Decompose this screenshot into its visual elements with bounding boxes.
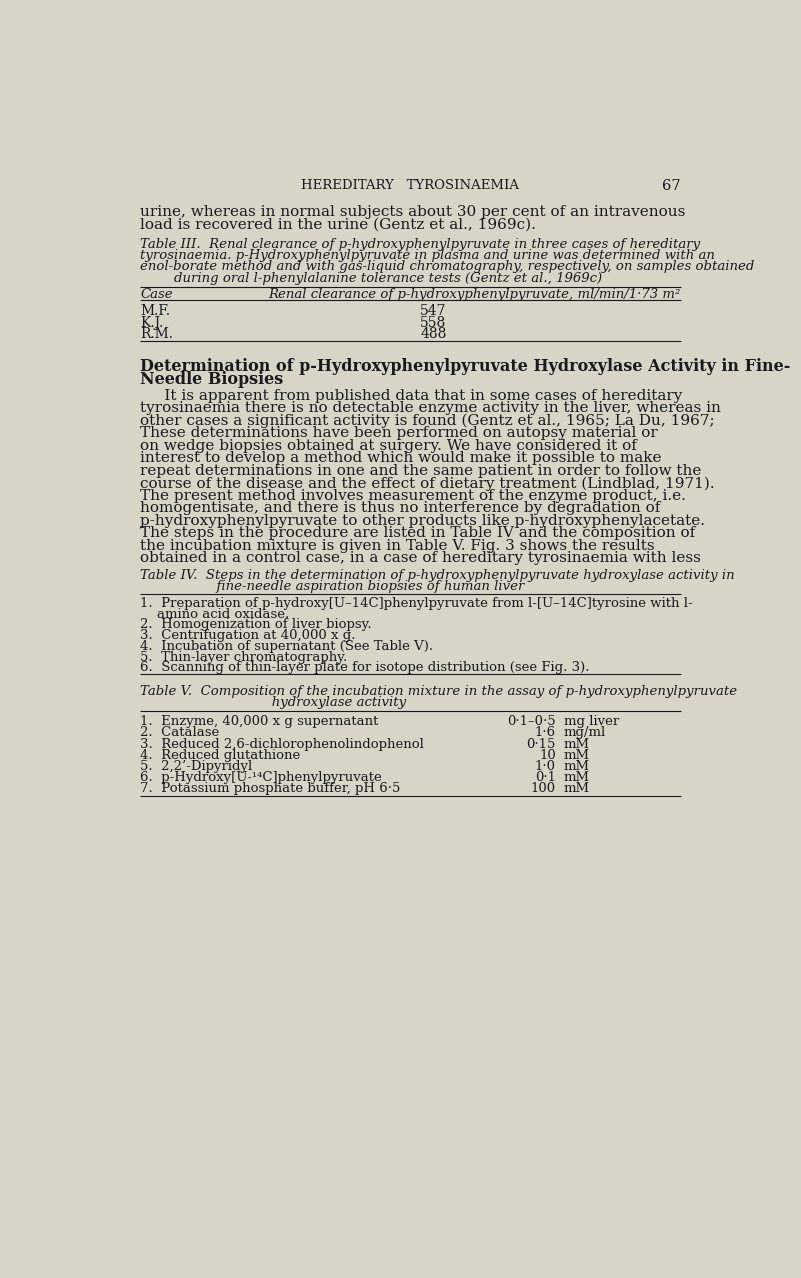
Text: 3.  Reduced 2,6-dichlorophenolindophenol: 3. Reduced 2,6-dichlorophenolindophenol	[140, 737, 425, 750]
Text: 6.  p-Hydroxy[U-¹⁴C]phenylpyruvate: 6. p-Hydroxy[U-¹⁴C]phenylpyruvate	[140, 771, 382, 785]
Text: 10: 10	[539, 749, 556, 762]
Text: amino acid oxidase.: amino acid oxidase.	[140, 607, 290, 621]
Text: mM: mM	[564, 771, 590, 785]
Text: urine, whereas in normal subjects about 30 per cent of an intravenous: urine, whereas in normal subjects about …	[140, 204, 686, 219]
Text: fine-needle aspiration biopsies of human liver: fine-needle aspiration biopsies of human…	[140, 580, 525, 593]
Text: 4.  Reduced glutathione: 4. Reduced glutathione	[140, 749, 300, 762]
Text: load is recovered in the urine (Gentz et al., 1969c).: load is recovered in the urine (Gentz et…	[140, 219, 537, 233]
Text: It is apparent from published data that in some cases of hereditary: It is apparent from published data that …	[140, 389, 682, 403]
Text: tyrosinaemia. p-Hydroxyphenylpyruvate in plasma and urine was determined with an: tyrosinaemia. p-Hydroxyphenylpyruvate in…	[140, 249, 715, 262]
Text: 0·15: 0·15	[526, 737, 556, 750]
Text: hydroxylase activity: hydroxylase activity	[140, 697, 407, 709]
Text: mg liver: mg liver	[564, 716, 619, 728]
Text: 0·1: 0·1	[535, 771, 556, 785]
Text: 1·6: 1·6	[535, 726, 556, 740]
Text: 3.  Centrifugation at 40,000 x g.: 3. Centrifugation at 40,000 x g.	[140, 629, 356, 642]
Text: obtained in a control case, in a case of hereditary tyrosinaemia with less: obtained in a control case, in a case of…	[140, 551, 702, 565]
Text: on wedge biopsies obtained at surgery. We have considered it of: on wedge biopsies obtained at surgery. W…	[140, 438, 638, 452]
Text: Renal clearance of p-hydroxyphenylpyruvate, ml/min/1·73 m²: Renal clearance of p-hydroxyphenylpyruva…	[268, 288, 681, 302]
Text: 7.  Potassium phosphate buffer, pH 6·5: 7. Potassium phosphate buffer, pH 6·5	[140, 782, 400, 795]
Text: homogentisate, and there is thus no interference by degradation of: homogentisate, and there is thus no inte…	[140, 501, 661, 515]
Text: The present method involves measurement of the enzyme product, i.e.: The present method involves measurement …	[140, 488, 686, 502]
Text: other cases a significant activity is found (Gentz et al., 1965; La Du, 1967;: other cases a significant activity is fo…	[140, 414, 715, 428]
Text: 2.  Homogenization of liver biopsy.: 2. Homogenization of liver biopsy.	[140, 619, 372, 631]
Text: 6.  Scanning of thin-layer plate for isotope distribution (see Fig. 3).: 6. Scanning of thin-layer plate for isot…	[140, 662, 590, 675]
Text: 4.  Incubation of supernatant (See Table V).: 4. Incubation of supernatant (See Table …	[140, 640, 433, 653]
Text: mM: mM	[564, 760, 590, 773]
Text: Table V.  Composition of the incubation mixture in the assay of p-hydroxyphenylp: Table V. Composition of the incubation m…	[140, 685, 738, 698]
Text: mg/ml: mg/ml	[564, 726, 606, 740]
Text: 5.  2,2’-Dipyridyl: 5. 2,2’-Dipyridyl	[140, 760, 252, 773]
Text: R.M.: R.M.	[140, 327, 174, 341]
Text: 488: 488	[421, 327, 447, 341]
Text: course of the disease and the effect of dietary treatment (Lindblad, 1971).: course of the disease and the effect of …	[140, 477, 715, 491]
Text: 100: 100	[531, 782, 556, 795]
Text: Needle Biopsies: Needle Biopsies	[140, 372, 284, 389]
Text: 1·0: 1·0	[535, 760, 556, 773]
Text: HEREDITARY   TYROSINAEMIA: HEREDITARY TYROSINAEMIA	[301, 179, 519, 192]
Text: the incubation mixture is given in Table V. Fig. 3 shows the results: the incubation mixture is given in Table…	[140, 538, 655, 552]
Text: 547: 547	[421, 304, 447, 318]
Text: p-hydroxyphenylpyruvate to other products like p-hydroxyphenylacetate.: p-hydroxyphenylpyruvate to other product…	[140, 514, 706, 528]
Text: mM: mM	[564, 782, 590, 795]
Text: Table IV.  Steps in the determination of p-hydroxyphenylpyruvate hydroxylase act: Table IV. Steps in the determination of …	[140, 569, 735, 581]
Text: M.F.: M.F.	[140, 304, 171, 318]
Text: 558: 558	[421, 316, 446, 330]
Text: Table III.  Renal clearance of p-hydroxyphenylpyruvate in three cases of heredit: Table III. Renal clearance of p-hydroxyp…	[140, 238, 701, 250]
Text: Determination of p-Hydroxyphenylpyruvate Hydroxylase Activity in Fine-: Determination of p-Hydroxyphenylpyruvate…	[140, 358, 791, 376]
Text: K.J.: K.J.	[140, 316, 163, 330]
Text: 1.  Enzyme, 40,000 x g supernatant: 1. Enzyme, 40,000 x g supernatant	[140, 716, 379, 728]
Text: 1.  Preparation of p-hydroxy[U–14C]phenylpyruvate from l-[U–14C]tyrosine with l-: 1. Preparation of p-hydroxy[U–14C]phenyl…	[140, 597, 693, 610]
Text: repeat determinations in one and the same patient in order to follow the: repeat determinations in one and the sam…	[140, 464, 702, 478]
Text: enol-borate method and with gas-liquid chromatography, respectively, on samples : enol-borate method and with gas-liquid c…	[140, 261, 755, 273]
Text: during oral l-phenylalanine tolerance tests (Gentz et al., 1969c): during oral l-phenylalanine tolerance te…	[140, 271, 602, 285]
Text: Case: Case	[140, 288, 173, 302]
Text: interest to develop a method which would make it possible to make: interest to develop a method which would…	[140, 451, 662, 465]
Text: 2.  Catalase: 2. Catalase	[140, 726, 219, 740]
Text: 5.  Thin-layer chromatography.: 5. Thin-layer chromatography.	[140, 651, 348, 663]
Text: These determinations have been performed on autopsy material or: These determinations have been performed…	[140, 427, 658, 441]
Text: 0·1–0·5: 0·1–0·5	[507, 716, 556, 728]
Text: 67: 67	[662, 179, 681, 193]
Text: mM: mM	[564, 737, 590, 750]
Text: The steps in the procedure are listed in Table IV and the composition of: The steps in the procedure are listed in…	[140, 527, 696, 541]
Text: mM: mM	[564, 749, 590, 762]
Text: tyrosinaemia there is no detectable enzyme activity in the liver, whereas in: tyrosinaemia there is no detectable enzy…	[140, 401, 721, 415]
